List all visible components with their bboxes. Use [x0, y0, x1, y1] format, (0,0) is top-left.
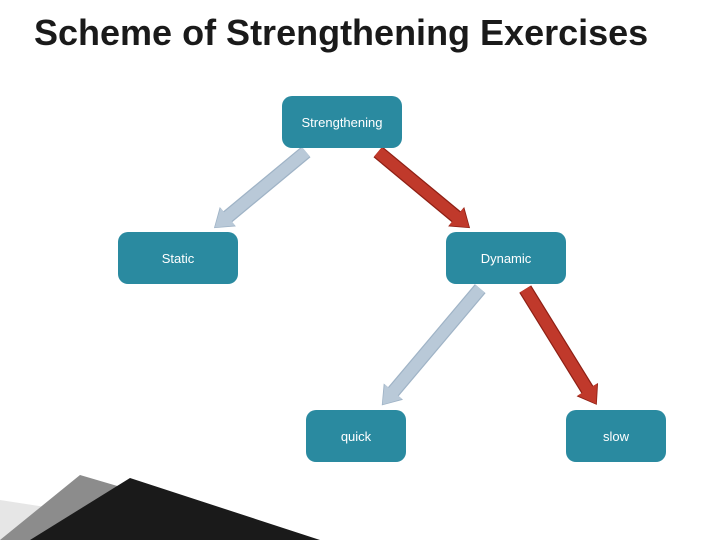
decor-tri-2 [0, 475, 300, 540]
decor-tri-1 [0, 500, 260, 540]
node-strengthening: Strengthening [282, 96, 402, 148]
node-strengthening-label: Strengthening [302, 115, 383, 130]
arrow-0 [214, 146, 311, 228]
page-title: Scheme of Strengthening Exercises [34, 12, 648, 54]
arrow-2 [382, 284, 486, 405]
node-static: Static [118, 232, 238, 284]
node-slow: slow [566, 410, 666, 462]
node-quick: quick [306, 410, 406, 462]
node-dynamic: Dynamic [446, 232, 566, 284]
arrow-3 [519, 285, 598, 404]
node-quick-label: quick [341, 429, 371, 444]
arrow-1 [374, 146, 471, 228]
node-slow-label: slow [603, 429, 629, 444]
node-static-label: Static [162, 251, 195, 266]
decor-tri-3 [30, 478, 320, 540]
node-dynamic-label: Dynamic [481, 251, 532, 266]
